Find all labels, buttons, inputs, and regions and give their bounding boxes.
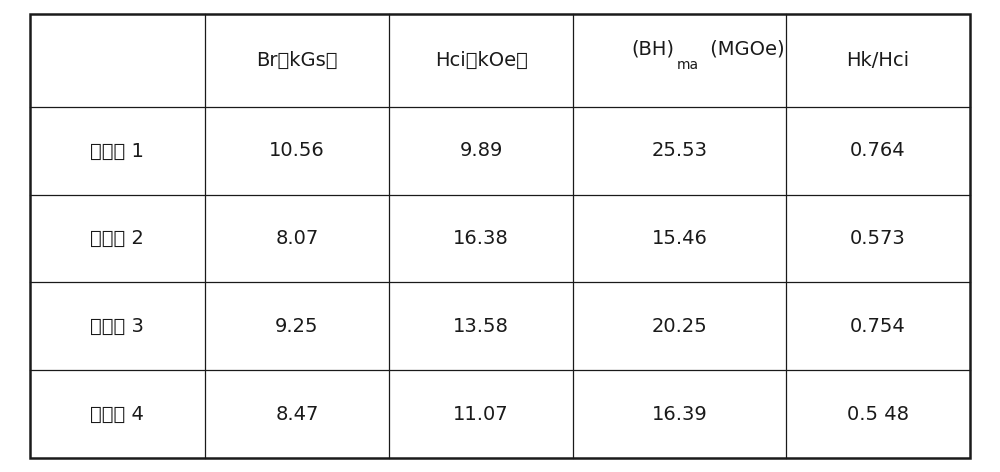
Text: Hk/Hci: Hk/Hci	[846, 51, 909, 70]
Text: 实施例 4: 实施例 4	[90, 405, 144, 423]
Text: 11.07: 11.07	[453, 405, 509, 423]
Text: (MGOe): (MGOe)	[704, 40, 785, 59]
Text: 0.573: 0.573	[850, 229, 906, 248]
Text: 15.46: 15.46	[652, 229, 707, 248]
Text: 0.5 48: 0.5 48	[847, 405, 909, 423]
Text: 8.47: 8.47	[275, 405, 319, 423]
Text: 实施例 2: 实施例 2	[90, 229, 144, 248]
Text: 0.764: 0.764	[850, 142, 906, 160]
Text: 10.56: 10.56	[269, 142, 325, 160]
Text: 9.89: 9.89	[459, 142, 503, 160]
Text: Hci（kOe）: Hci（kOe）	[435, 51, 528, 70]
Text: (BH): (BH)	[631, 40, 674, 59]
Text: 20.25: 20.25	[652, 317, 707, 336]
Text: 16.38: 16.38	[453, 229, 509, 248]
Text: 实施例 3: 实施例 3	[90, 317, 144, 336]
Text: 9.25: 9.25	[275, 317, 319, 336]
Text: 16.39: 16.39	[652, 405, 707, 423]
Text: 25.53: 25.53	[651, 142, 707, 160]
Text: 8.07: 8.07	[275, 229, 319, 248]
Text: 实施例 1: 实施例 1	[90, 142, 144, 160]
Text: ma: ma	[676, 58, 699, 72]
Text: 0.754: 0.754	[850, 317, 906, 336]
Text: 13.58: 13.58	[453, 317, 509, 336]
Text: Br（kGs）: Br（kGs）	[256, 51, 338, 70]
